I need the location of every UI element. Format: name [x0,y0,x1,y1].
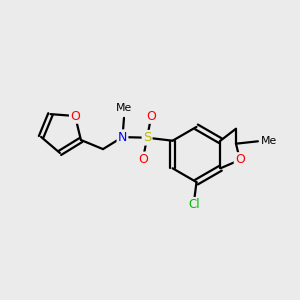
Text: Me: Me [261,136,277,146]
Text: N: N [118,130,127,144]
Text: Me: Me [116,103,132,113]
Text: O: O [146,110,156,123]
Text: O: O [235,153,245,167]
Text: Cl: Cl [188,198,200,211]
Text: O: O [70,110,80,122]
Text: S: S [143,131,151,144]
Text: O: O [138,153,148,166]
